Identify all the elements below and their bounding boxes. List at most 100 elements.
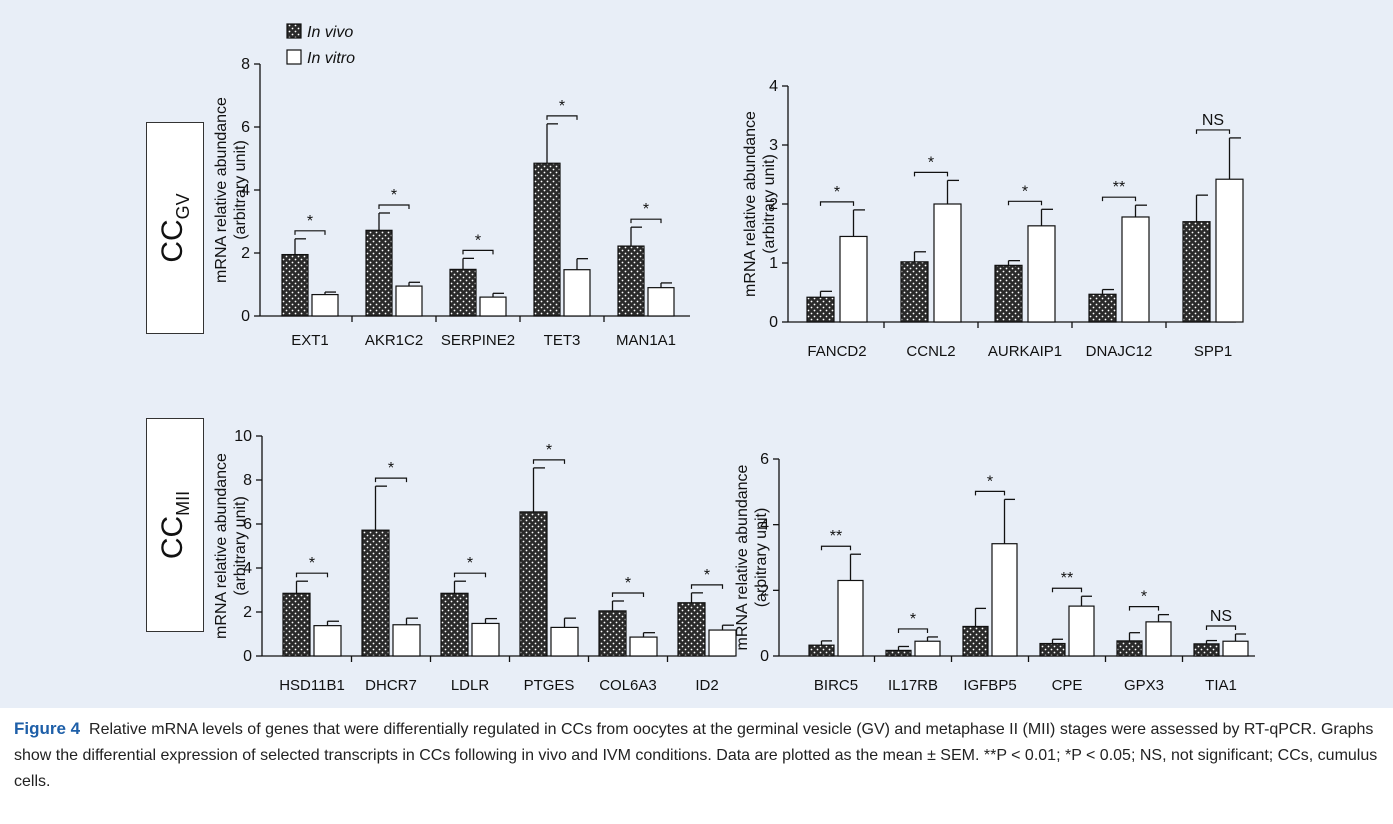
bar-in-vitro [563, 269, 591, 317]
significance-bracket [1101, 196, 1137, 202]
bar-in-vitro [991, 543, 1018, 657]
bar-in-vitro [311, 293, 339, 317]
bar-in-vivo [900, 261, 929, 323]
significance-label: * [307, 213, 313, 230]
caption-text: Relative mRNA levels of genes that were … [14, 721, 1378, 790]
significance-label: * [388, 460, 394, 477]
significance-label: * [910, 611, 916, 628]
row-label-cc-gv: CCGV [146, 122, 204, 334]
bar-in-vitro [933, 203, 962, 323]
significance-label: * [467, 555, 473, 572]
significance-bracket [1051, 587, 1083, 593]
x-tick-label: MAN1A1 [616, 332, 676, 349]
legend-label-in-vitro: In vitro [307, 50, 355, 67]
x-tick-label: AURKAIP1 [988, 343, 1062, 360]
bar-in-vitro [837, 579, 864, 657]
y-tick-label: 8 [241, 56, 250, 73]
significance-bracket [897, 628, 929, 633]
x-tick-label: DHCR7 [365, 677, 417, 694]
chart-2: 0 1 2 3 4 mRNA relative abundance (arbitrary u… [742, 78, 1244, 360]
bar-in-vitro [479, 296, 507, 317]
bar-in-vivo [361, 529, 390, 657]
bar-in-vitro [1215, 178, 1244, 323]
significance-label: ** [1113, 179, 1125, 196]
significance-bracket [630, 218, 662, 224]
significance-bracket [974, 490, 1006, 496]
y-tick-label: 1 [769, 255, 778, 272]
figure-caption: Figure 4 Relative mRNA levels of genes t… [14, 716, 1379, 795]
y-tick-label: 4 [243, 560, 252, 577]
x-tick-label: BIRC5 [814, 677, 858, 694]
bar-in-vivo [885, 649, 912, 657]
bar-in-vivo [282, 592, 311, 657]
y-tick-label: 6 [760, 451, 769, 468]
bar-in-vitro [629, 636, 658, 657]
significance-label: * [1141, 589, 1147, 606]
significance-label: * [475, 232, 481, 249]
significance-label: * [834, 184, 840, 201]
y-axis-label: mRNA relative abundance (arbitrary unit) [213, 97, 249, 283]
significance-bracket [1128, 606, 1160, 611]
bar-in-vitro [647, 287, 675, 317]
caption-figure-label: Figure 4 [14, 719, 81, 738]
bar-in-vivo [440, 592, 469, 657]
significance-label: * [987, 473, 993, 490]
x-tick-label: COL6A3 [599, 677, 657, 694]
significance-bracket [819, 201, 855, 206]
bar-in-vivo [617, 245, 645, 317]
legend: In vivo In vitro [286, 23, 355, 67]
bar-in-vitro [1145, 621, 1172, 657]
significance-bracket [462, 249, 494, 255]
legend-swatch-in-vitro [286, 49, 302, 65]
y-axis-label-line-1: mRNA relative abundance [213, 453, 230, 639]
x-tick-label: IGFBP5 [963, 677, 1016, 694]
bar-in-vitro [914, 640, 941, 657]
bar-in-vitro [1068, 605, 1095, 657]
significance-label: * [1022, 183, 1028, 200]
chart-1: 0 2 4 6 8 mRNA relative abundance (arbitrary u… [213, 56, 690, 349]
significance-bracket [453, 572, 487, 578]
y-axis-label-line-2: (arbitrary unit) [232, 496, 249, 596]
bar-in-vivo [994, 264, 1023, 323]
significance-label: * [309, 555, 315, 572]
x-tick-label: CCNL2 [906, 343, 955, 360]
bar-in-vitro [392, 624, 421, 657]
row-label-cc-mii: CCMII [146, 418, 204, 632]
significance-label: ** [830, 528, 842, 545]
x-tick-label: IL17RB [888, 677, 938, 694]
y-tick-label: 4 [241, 182, 250, 199]
bar-in-vitro [395, 285, 423, 317]
y-tick-label: 2 [243, 604, 252, 621]
y-axis-label-line-1: mRNA relative abundance [734, 464, 751, 650]
bar-in-vivo [1193, 643, 1220, 657]
y-axis-label-line-2: (arbitrary unit) [232, 140, 249, 240]
bar-in-vivo [806, 296, 835, 323]
y-axis-label: mRNA relative abundance (arbitrary unit) [734, 464, 770, 650]
significance-bracket [374, 477, 408, 483]
y-tick-label: 8 [243, 472, 252, 489]
y-tick-label: 10 [234, 428, 252, 445]
significance-label: * [928, 154, 934, 171]
significance-bracket [820, 545, 852, 551]
significance-bracket [295, 572, 329, 578]
y-tick-label: 2 [241, 245, 250, 262]
x-tick-label: SPP1 [1194, 343, 1232, 360]
significance-label: NS [1210, 608, 1232, 625]
significance-label: * [546, 442, 552, 459]
bar-in-vivo [533, 162, 561, 317]
bar-in-vivo [598, 610, 627, 657]
significance-label: * [643, 201, 649, 218]
x-tick-label: SERPINE2 [441, 332, 515, 349]
bar-in-vivo [365, 229, 393, 317]
significance-bracket [378, 204, 410, 209]
bar-in-vivo [677, 602, 706, 657]
significance-label: * [559, 98, 565, 115]
legend-label-in-vivo: In vivo [307, 24, 353, 41]
x-tick-label: TET3 [544, 332, 581, 349]
bar-in-vitro [471, 622, 500, 657]
x-tick-label: FANCD2 [807, 343, 866, 360]
bar-in-vitro [1121, 216, 1150, 323]
x-tick-label: HSD11B1 [279, 677, 345, 694]
y-tick-label: 4 [769, 78, 778, 95]
